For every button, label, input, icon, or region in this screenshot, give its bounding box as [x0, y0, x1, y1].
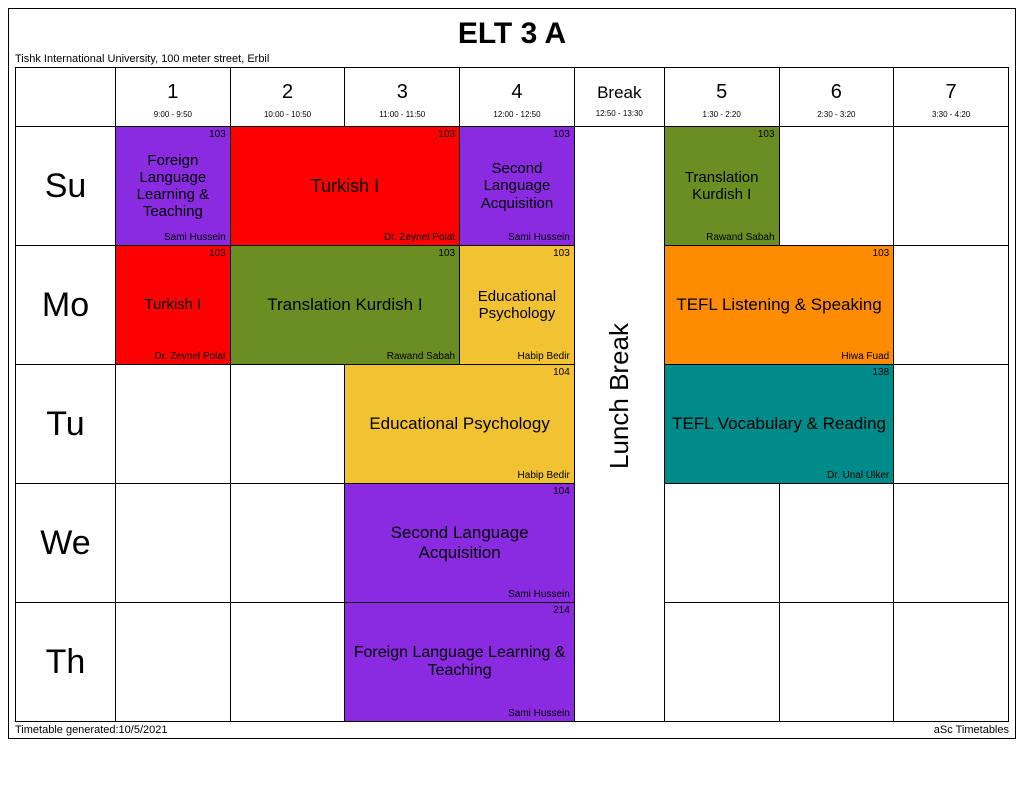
- row-th: Th 214Foreign Language Learning & Teachi…: [16, 603, 1009, 722]
- cell-th-1: [116, 603, 231, 722]
- row-su: Su 103Foreign Language Learning & Teachi…: [16, 127, 1009, 246]
- period-6: 62:30 - 3:20: [779, 68, 894, 127]
- footer-right: aSc Timetables: [934, 724, 1009, 736]
- day-we: We: [16, 484, 116, 603]
- cell-we-7: [894, 484, 1009, 603]
- timetable: 19:00 - 9:50 210:00 - 10:50 311:00 - 11:…: [15, 67, 1009, 722]
- cell-we-5: [664, 484, 779, 603]
- cell-we-1: [116, 484, 231, 603]
- page-title: ELT 3 A: [15, 17, 1009, 51]
- period-1: 19:00 - 9:50: [116, 68, 231, 127]
- cell-mo-1: 103Turkish IDr. Zeynel Polat: [116, 246, 231, 365]
- day-mo: Mo: [16, 246, 116, 365]
- day-tu: Tu: [16, 365, 116, 484]
- page-subtitle: Tishk International University, 100 mete…: [15, 53, 1009, 65]
- cell-th-7: [894, 603, 1009, 722]
- cell-su-7: [894, 127, 1009, 246]
- period-3: 311:00 - 11:50: [345, 68, 460, 127]
- cell-mo-2-3: 103Translation Kurdish IRawand Sabah: [230, 246, 459, 365]
- cell-th-3-4: 214Foreign Language Learning & TeachingS…: [345, 603, 574, 722]
- cell-tu-2: [230, 365, 345, 484]
- cell-mo-4: 103Educational PsychologyHabip Bedir: [460, 246, 575, 365]
- timetable-frame: ELT 3 A Tishk International University, …: [8, 8, 1016, 739]
- cell-tu-7: [894, 365, 1009, 484]
- row-we: We 104Second Language AcquisitionSami Hu…: [16, 484, 1009, 603]
- cell-su-5: 103Translation Kurdish IRawand Sabah: [664, 127, 779, 246]
- footer-left: Timetable generated:10/5/2021: [15, 724, 167, 736]
- day-su: Su: [16, 127, 116, 246]
- cell-su-2-3: 103Turkish IDr. Zeynel Polat: [230, 127, 459, 246]
- period-break: Break12:50 - 13:30: [574, 68, 664, 127]
- cell-tu-5-6: 138TEFL Vocabulary & ReadingDr. Unal Ulk…: [664, 365, 893, 484]
- period-5: 51:30 - 2:20: [664, 68, 779, 127]
- day-th: Th: [16, 603, 116, 722]
- cell-su-1: 103Foreign Language Learning & TeachingS…: [116, 127, 231, 246]
- cell-su-4: 103Second Language AcquisitionSami Husse…: [460, 127, 575, 246]
- row-mo: Mo 103Turkish IDr. Zeynel Polat 103Trans…: [16, 246, 1009, 365]
- cell-th-6: [779, 603, 894, 722]
- row-tu: Tu 104Educational PsychologyHabip Bedir …: [16, 365, 1009, 484]
- cell-we-2: [230, 484, 345, 603]
- corner-cell: [16, 68, 116, 127]
- cell-we-3-4: 104Second Language AcquisitionSami Husse…: [345, 484, 574, 603]
- footer: Timetable generated:10/5/2021 aSc Timeta…: [15, 724, 1009, 736]
- cell-th-5: [664, 603, 779, 722]
- cell-su-6: [779, 127, 894, 246]
- cell-lunch: Lunch Break: [574, 127, 664, 722]
- period-4: 412:00 - 12:50: [460, 68, 575, 127]
- period-2: 210:00 - 10:50: [230, 68, 345, 127]
- cell-th-2: [230, 603, 345, 722]
- cell-tu-3-4: 104Educational PsychologyHabip Bedir: [345, 365, 574, 484]
- period-7: 73:30 - 4:20: [894, 68, 1009, 127]
- cell-mo-7: [894, 246, 1009, 365]
- header-row: 19:00 - 9:50 210:00 - 10:50 311:00 - 11:…: [16, 68, 1009, 127]
- cell-tu-1: [116, 365, 231, 484]
- cell-mo-5-6: 103TEFL Listening & SpeakingHiwa Fuad: [664, 246, 893, 365]
- cell-we-6: [779, 484, 894, 603]
